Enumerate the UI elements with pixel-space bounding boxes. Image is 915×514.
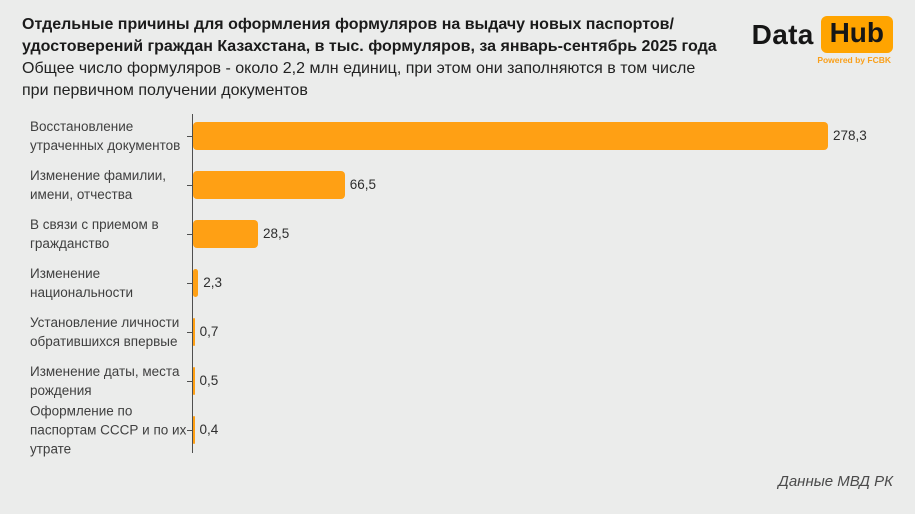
bar-row: Изменение даты, места рождения 0,5 bbox=[0, 356, 915, 405]
source-note: Данные МВД РК bbox=[778, 473, 893, 490]
value-label: 0,5 bbox=[199, 373, 219, 388]
axis-tick bbox=[187, 429, 192, 431]
bar bbox=[193, 170, 345, 199]
category-label: Изменение фамилии, имени, отчества bbox=[30, 167, 167, 202]
axis-tick bbox=[187, 331, 192, 333]
logo-text-hub: Hub bbox=[820, 16, 893, 53]
bar-row: В связи с приемом в гражданство 28,5 bbox=[0, 209, 915, 258]
category-label: Изменение национальности bbox=[30, 265, 134, 300]
bar-row: Установление личности обратившихся вперв… bbox=[0, 307, 915, 356]
axis-tick bbox=[187, 135, 192, 137]
bar-chart: Восстановление утраченных документов 278… bbox=[0, 111, 915, 457]
datahub-logo-wordmark: Data Hub bbox=[752, 16, 893, 53]
bar bbox=[193, 121, 828, 150]
chart-subtitle-line-2: при первичном получении документов bbox=[22, 82, 308, 99]
value-label: 0,7 bbox=[199, 324, 219, 339]
category-label: Установление личности обратившихся вперв… bbox=[30, 314, 180, 349]
bar bbox=[193, 317, 195, 346]
bar-row: Изменение фамилии, имени, отчества 66,5 bbox=[0, 160, 915, 209]
chart-title-line-1: Отдельные причины для оформления формуля… bbox=[22, 16, 674, 33]
y-axis-line bbox=[192, 114, 193, 453]
bar bbox=[193, 366, 195, 395]
logo-tagline: Powered by FCBK bbox=[817, 55, 891, 65]
bar bbox=[193, 219, 259, 248]
datahub-logo: Data Hub Powered by FCBK bbox=[752, 16, 893, 65]
bar-row: Изменение национальности 2,3 bbox=[0, 258, 915, 307]
axis-tick bbox=[187, 184, 192, 186]
bar-row: Восстановление утраченных документов 278… bbox=[0, 111, 915, 160]
value-label: 66,5 bbox=[349, 177, 376, 192]
category-label: Оформление по паспортам СССР и по их утр… bbox=[30, 403, 187, 456]
axis-tick bbox=[187, 282, 192, 284]
category-label: В связи с приемом в гражданство bbox=[30, 216, 159, 251]
category-label: Восстановление утраченных документов bbox=[30, 118, 181, 153]
axis-tick bbox=[187, 380, 192, 382]
chart-subtitle-line-1: Общее число формуляров - около 2,2 млн е… bbox=[22, 60, 696, 77]
chart-title-line-2: удостоверений граждан Казахстана, в тыс.… bbox=[22, 38, 717, 55]
bar bbox=[193, 415, 195, 444]
value-label: 28,5 bbox=[263, 226, 290, 241]
value-label: 0,4 bbox=[199, 422, 219, 437]
axis-tick bbox=[187, 233, 192, 235]
category-label: Изменение даты, места рождения bbox=[30, 363, 180, 398]
value-label: 278,3 bbox=[833, 128, 867, 143]
bar bbox=[193, 268, 199, 297]
header: Отдельные причины для оформления формуля… bbox=[22, 14, 742, 102]
bar-row: Оформление по паспортам СССР и по их утр… bbox=[0, 403, 915, 456]
logo-text-data: Data bbox=[751, 18, 814, 50]
value-label: 2,3 bbox=[203, 275, 223, 290]
